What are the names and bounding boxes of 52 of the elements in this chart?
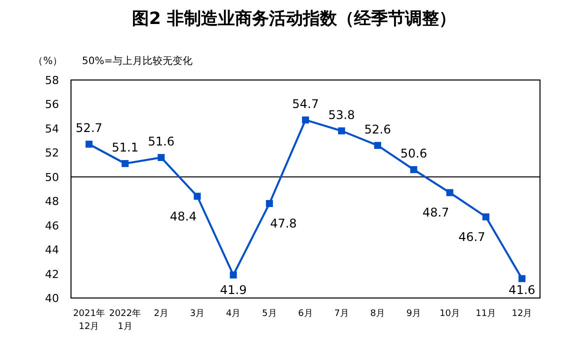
data-label: 41.6 xyxy=(508,283,536,297)
y-tick-label: 58 xyxy=(45,74,59,87)
x-tick-label: 10月 xyxy=(440,309,460,319)
x-tick-label: 8月 xyxy=(370,309,386,319)
data-label: 51.1 xyxy=(112,140,138,155)
data-label: 53.8 xyxy=(328,108,355,122)
data-label: 41.9 xyxy=(220,283,247,297)
point xyxy=(518,275,526,282)
data-label: 46.7 xyxy=(458,230,486,244)
x-tick-label: 2月 xyxy=(154,309,169,319)
point xyxy=(266,200,273,208)
y-tick-label: 48 xyxy=(45,195,59,208)
point xyxy=(338,127,346,134)
data-label: 54.7 xyxy=(292,96,319,111)
point xyxy=(446,189,454,196)
chart-title: 图2 非制造业商务活动指数（经季节调整） xyxy=(132,9,456,29)
y-tick-label: 50 xyxy=(45,170,59,184)
point xyxy=(86,140,93,148)
data-label: 47.8 xyxy=(270,216,297,231)
x-tick-label: 9月 xyxy=(406,309,422,319)
x-tick-label: 6月 xyxy=(298,309,313,319)
point xyxy=(158,154,165,162)
text: 50%=与上月比较无变化 xyxy=(82,55,193,67)
x-tick-label: 4月 xyxy=(226,309,241,319)
data-label: 48.7 xyxy=(422,206,450,220)
y-tick-label: 54 xyxy=(45,122,59,136)
x-tick-label: 11月 xyxy=(476,309,496,319)
point xyxy=(230,271,237,278)
point xyxy=(374,142,382,149)
y-tick-label: 42 xyxy=(45,268,59,281)
x-tick-label: 7月 xyxy=(334,309,349,319)
x-tick-label: 5月 xyxy=(262,309,277,319)
x-tick-label: 12月 xyxy=(512,309,532,319)
y-tick-label: 46 xyxy=(45,219,59,232)
x-tick-label: 2021年 12月 xyxy=(73,308,105,332)
data-label: 48.4 xyxy=(170,209,197,224)
point xyxy=(194,192,201,200)
data-label: 52.6 xyxy=(364,122,392,136)
data-label: 52.7 xyxy=(76,121,102,136)
x-tick-label: 3月 xyxy=(190,309,205,319)
point xyxy=(302,116,309,124)
point xyxy=(410,166,418,174)
y-tick-label: 40 xyxy=(45,292,59,305)
point xyxy=(122,160,129,168)
y-axis-title: （%） xyxy=(33,56,63,67)
y-tick-label: 44 xyxy=(45,244,59,257)
y-tick-label: 56 xyxy=(45,98,59,112)
point xyxy=(482,213,490,220)
y-tick-label: 52 xyxy=(45,146,59,160)
x-tick-label: 2022年 1月 xyxy=(109,308,142,332)
data-label: 51.6 xyxy=(148,134,175,149)
data-label: 50.6 xyxy=(400,146,428,161)
